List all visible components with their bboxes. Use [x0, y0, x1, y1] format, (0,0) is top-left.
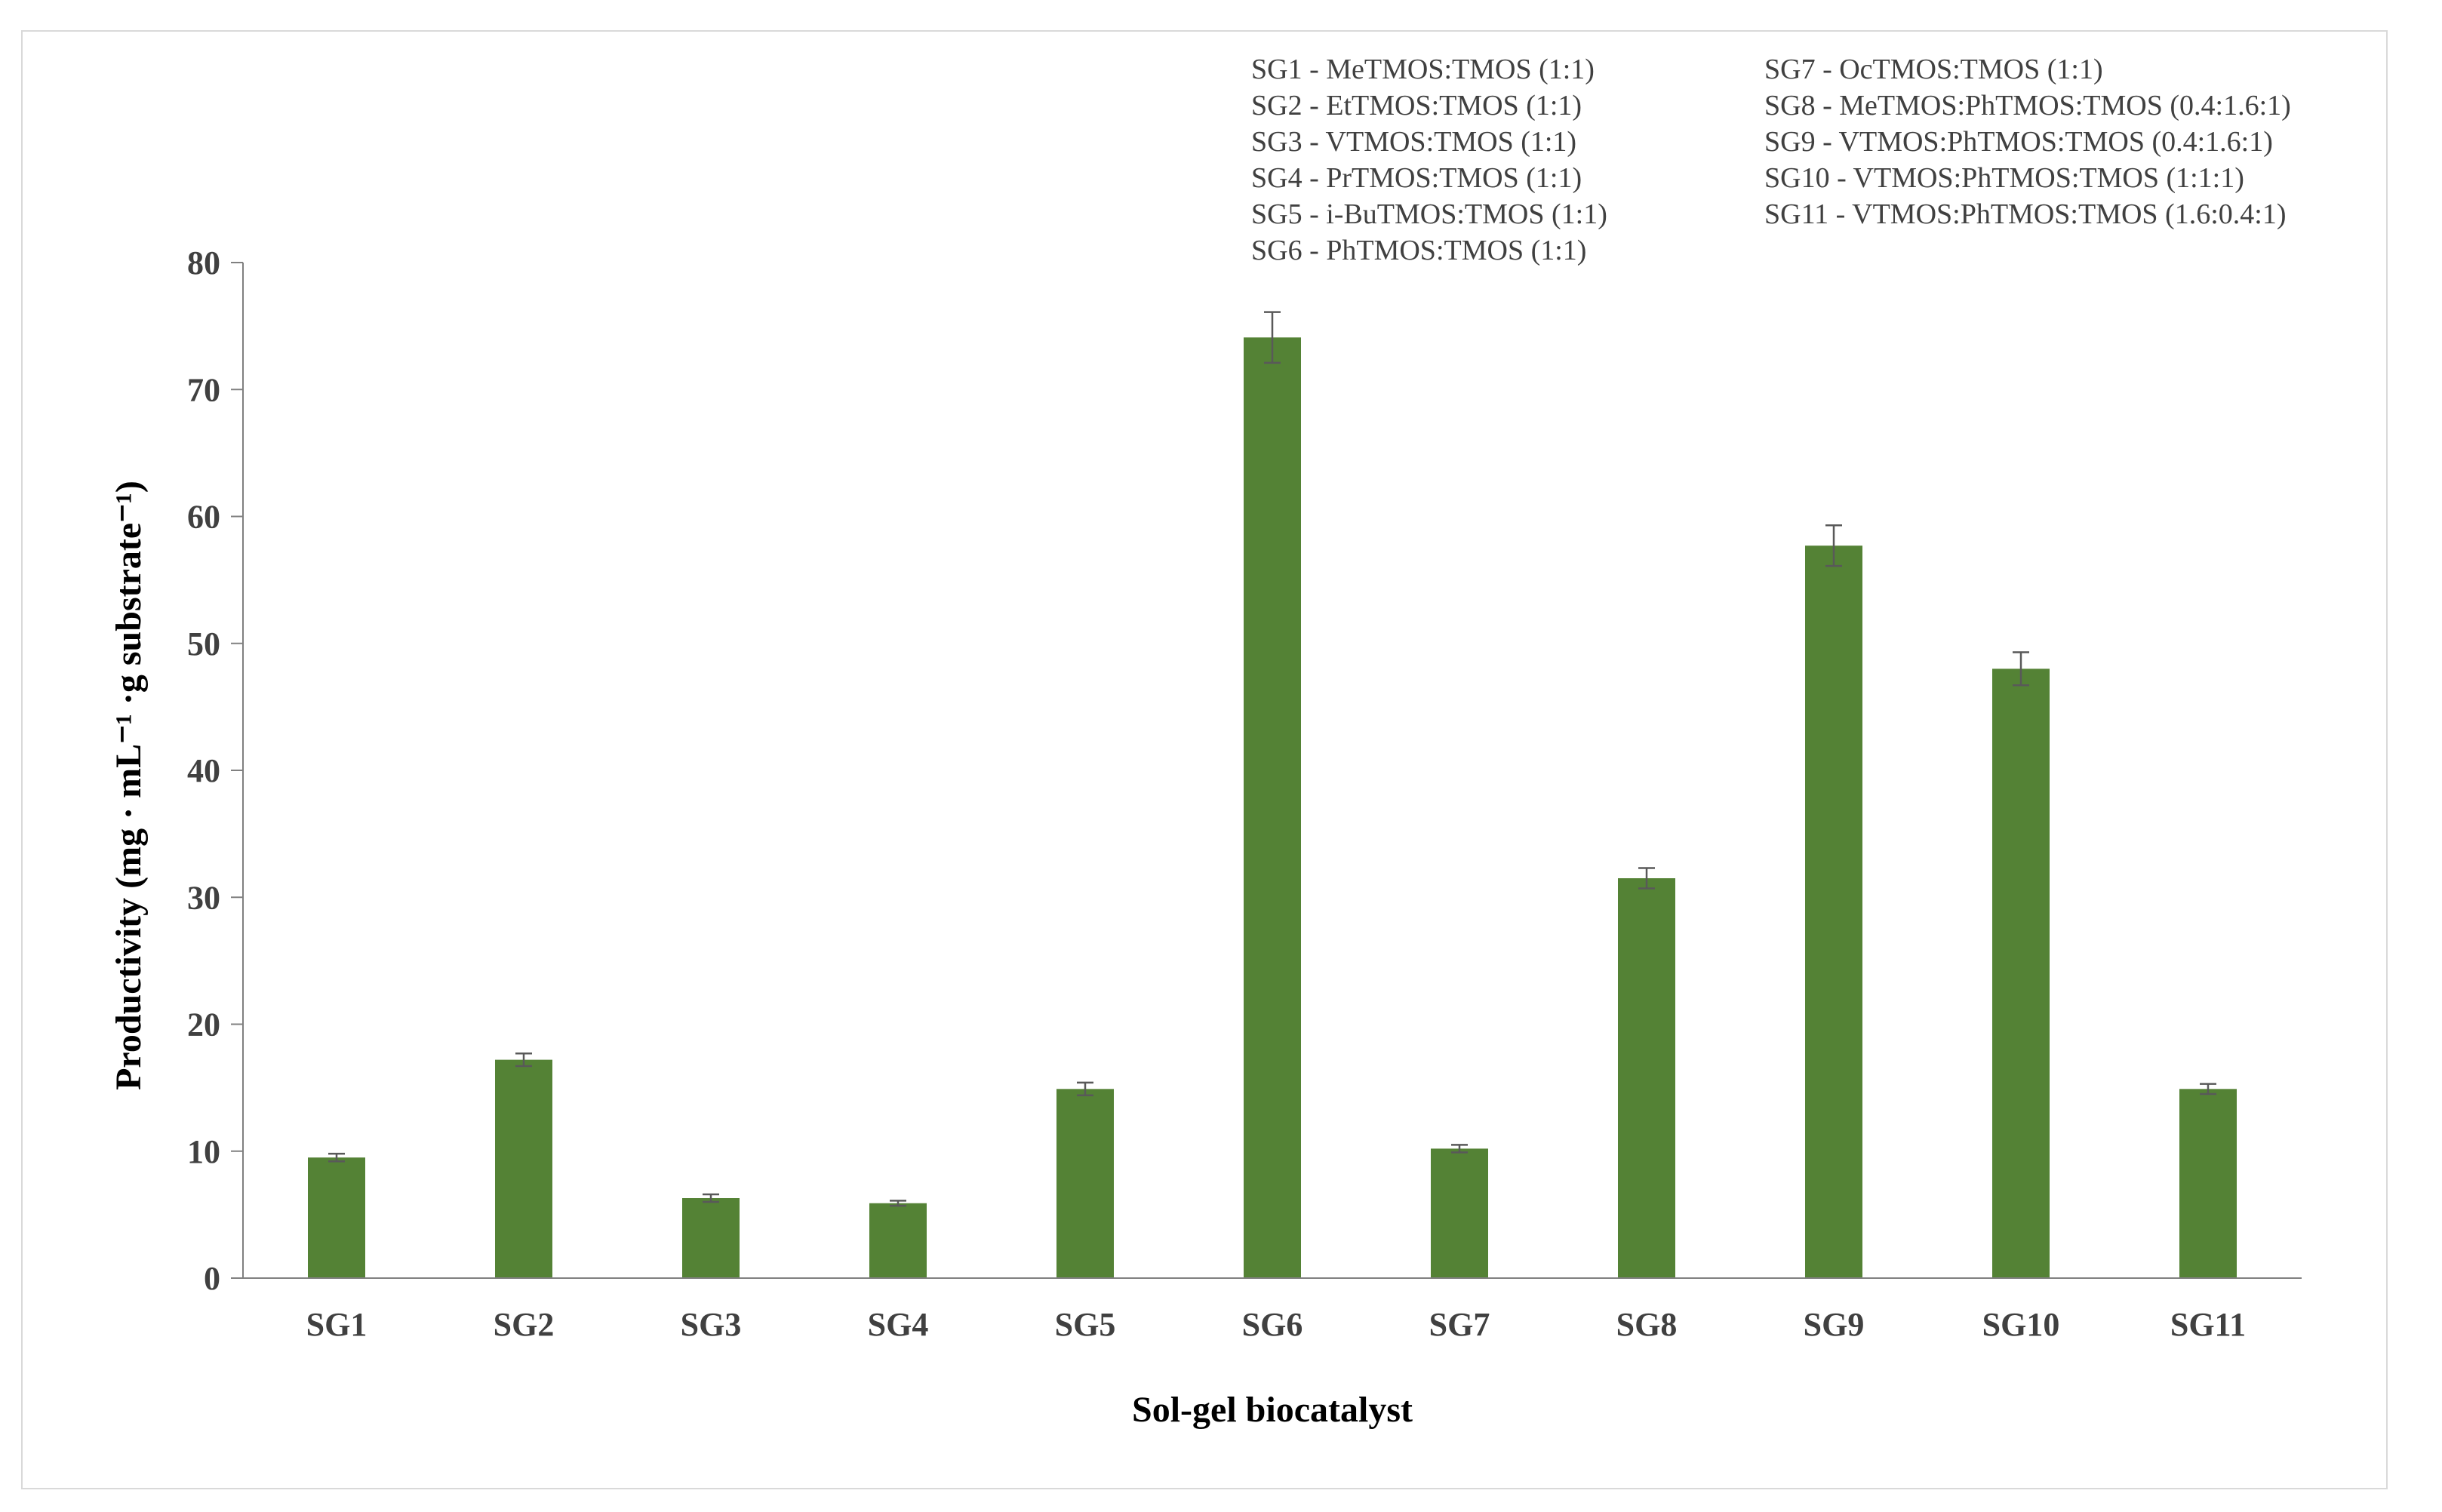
- x-tick-label: SG3: [681, 1306, 742, 1343]
- legend-note: SG2 - EtTMOS:TMOS (1:1): [1251, 90, 1582, 121]
- x-tick-label: SG7: [1429, 1306, 1490, 1343]
- legend-note: SG10 - VTMOS:PhTMOS:TMOS (1:1:1): [1764, 162, 2244, 194]
- bar-sg3: [682, 1198, 740, 1278]
- y-tick-label: 80: [187, 244, 220, 281]
- x-tick-label: SG2: [494, 1306, 555, 1343]
- legend-note: SG11 - VTMOS:PhTMOS:TMOS (1.6:0.4:1): [1764, 198, 2286, 230]
- bars-group: [308, 337, 2237, 1279]
- x-tick-label: SG1: [306, 1306, 368, 1343]
- y-tick-label: 60: [187, 499, 220, 536]
- y-tick-label: 30: [187, 879, 220, 916]
- x-tick-label: SG9: [1804, 1306, 1865, 1343]
- error-bars-group: [328, 311, 2216, 1207]
- x-axis-title: Sol-gel biocatalyst: [1132, 1390, 1413, 1430]
- legend-notes: SG1 - MeTMOS:TMOS (1:1) SG2 - EtTMOS:TMOS…: [1251, 54, 2291, 266]
- bar-sg7: [1431, 1148, 1488, 1278]
- legend-note: SG7 - OcTMOS:TMOS (1:1): [1764, 54, 2103, 85]
- y-tick-label: 40: [187, 752, 220, 789]
- y-tick-label: 70: [187, 371, 220, 408]
- bar-sg1: [308, 1157, 365, 1278]
- bar-sg2: [495, 1059, 552, 1278]
- y-axis-ticks: 0 10 20 30 40 50 60 70 80: [187, 244, 243, 1297]
- bar-sg5: [1056, 1089, 1114, 1278]
- bar-sg9: [1805, 545, 1862, 1278]
- x-axis-ticks: SG1 SG2 SG3 SG4 SG5 SG6 SG7 SG8 SG9 SG10 SG11: [306, 1306, 2246, 1343]
- legend-note: SG4 - PrTMOS:TMOS (1:1): [1251, 162, 1582, 194]
- x-tick-label: SG10: [1982, 1306, 2060, 1343]
- chart-frame: 0 10 20 30 40 50 60 70 80 SG1 SG2 SG3 SG4 SG5 SG6 SG7 S…: [21, 30, 2388, 1489]
- legend-note: SG1 - MeTMOS:TMOS (1:1): [1251, 54, 1595, 85]
- x-tick-label: SG5: [1055, 1306, 1116, 1343]
- legend-note: SG6 - PhTMOS:TMOS (1:1): [1251, 235, 1586, 266]
- legend-note: SG3 - VTMOS:TMOS (1:1): [1251, 126, 1576, 158]
- y-axis-title: Productivity (mg · mL⁻¹ ·g substrate⁻¹): [109, 481, 149, 1090]
- x-tick-label: SG4: [868, 1306, 929, 1343]
- bar-sg8: [1618, 878, 1675, 1278]
- bar-sg11: [2179, 1089, 2237, 1278]
- bar-sg4: [869, 1203, 927, 1278]
- y-tick-label: 0: [204, 1260, 220, 1297]
- legend-note: SG9 - VTMOS:PhTMOS:TMOS (0.4:1.6:1): [1764, 126, 2273, 158]
- x-tick-label: SG8: [1616, 1306, 1678, 1343]
- y-tick-label: 10: [187, 1133, 220, 1170]
- x-tick-label: SG6: [1242, 1306, 1303, 1343]
- y-tick-label: 50: [187, 625, 220, 662]
- bar-sg6: [1244, 337, 1301, 1279]
- x-tick-label: SG11: [2170, 1306, 2246, 1343]
- y-tick-label: 20: [187, 1006, 220, 1043]
- bar-sg10: [1992, 668, 2050, 1278]
- legend-note: SG8 - MeTMOS:PhTMOS:TMOS (0.4:1.6:1): [1764, 90, 2291, 121]
- axes: [242, 263, 2302, 1279]
- legend-note: SG5 - i-BuTMOS:TMOS (1:1): [1251, 198, 1607, 230]
